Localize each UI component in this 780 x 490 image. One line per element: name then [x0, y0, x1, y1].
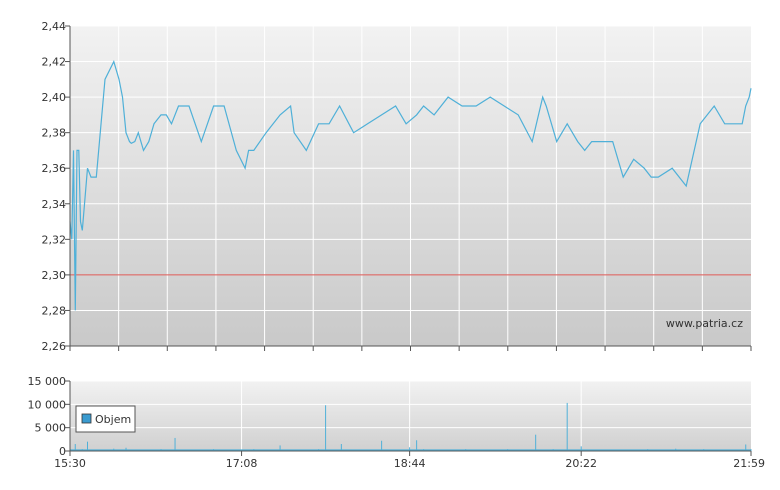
price-y-tick-label: 2,26	[42, 340, 67, 353]
volume-plot-area	[70, 381, 751, 451]
volume-x-tick-label: 21:59	[733, 457, 765, 470]
price-y-tick-label: 2,40	[42, 91, 67, 104]
volume-x-axis-ticks: 15:30 17:08 18:44 20:22 21:59	[54, 451, 765, 470]
price-y-tick-label: 2,38	[42, 127, 67, 140]
price-y-tick-label: 2,42	[42, 56, 67, 69]
volume-x-tick-label: 17:08	[226, 457, 258, 470]
price-y-tick-label: 2,36	[42, 162, 67, 175]
volume-y-tick-label: 0	[59, 445, 66, 458]
volume-y-axis-ticks: 15 000 10 000 5 000 0	[28, 375, 70, 458]
price-y-tick-label: 2,32	[42, 233, 67, 246]
volume-y-tick-label: 5 000	[35, 422, 67, 435]
price-y-tick-label: 2,28	[42, 304, 67, 317]
volume-legend: Objem	[75, 405, 136, 433]
volume-x-tick-label: 15:30	[54, 457, 86, 470]
volume-x-tick-label: 18:44	[394, 457, 426, 470]
price-x-axis-ticks	[69, 346, 752, 351]
volume-y-tick-label: 10 000	[28, 398, 67, 411]
volume-x-tick-label: 20:22	[565, 457, 597, 470]
volume-y-tick-label: 15 000	[28, 375, 67, 388]
price-y-tick-label: 2,34	[42, 198, 67, 211]
watermark: www.patria.cz	[666, 317, 743, 330]
legend-swatch-icon	[81, 413, 92, 424]
price-y-tick-label: 2,44	[42, 20, 67, 33]
price-y-tick-label: 2,30	[42, 269, 67, 282]
price-series-line	[69, 59, 752, 311]
price-y-axis-ticks: 2,44 2,42 2,40 2,38 2,36 2,34 2,32 2,30 2,28 2,26	[42, 20, 70, 353]
legend-label: Objem	[95, 413, 131, 426]
